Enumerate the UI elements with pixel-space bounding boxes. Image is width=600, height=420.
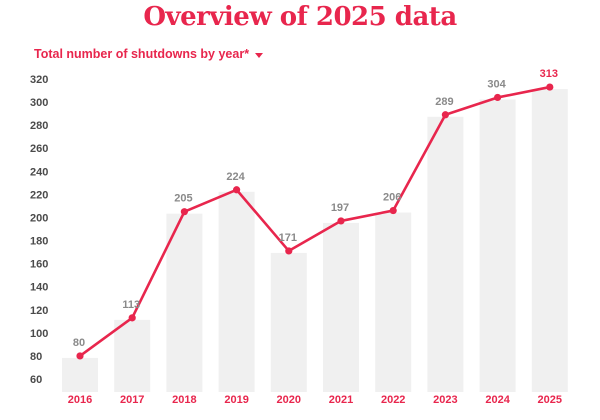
x-tick-label: 2016 <box>68 394 92 406</box>
x-tick-label: 2019 <box>224 394 248 406</box>
y-tick-label: 300 <box>30 97 48 109</box>
data-label: 289 <box>435 96 453 108</box>
metric-dropdown-label: Total number of shutdowns by year* <box>34 47 250 61</box>
x-tick-label: 2021 <box>329 394 353 406</box>
x-tick-label: 2022 <box>381 394 405 406</box>
y-tick-label: 240 <box>30 166 48 178</box>
data-point[interactable] <box>180 208 188 216</box>
bar[interactable] <box>218 191 255 392</box>
y-tick-label: 80 <box>30 351 42 363</box>
bar[interactable] <box>375 212 412 392</box>
x-tick-label: 2017 <box>120 394 144 406</box>
data-point[interactable] <box>285 247 293 255</box>
metric-dropdown[interactable]: Total number of shutdowns by year* <box>34 47 264 61</box>
bar[interactable] <box>479 99 516 392</box>
y-tick-label: 120 <box>30 305 48 317</box>
bar[interactable] <box>531 89 568 393</box>
y-tick-label: 320 <box>30 74 48 86</box>
data-label: 304 <box>487 78 506 90</box>
y-tick-label: 100 <box>30 328 48 340</box>
y-tick-label: 180 <box>30 236 48 248</box>
series-line <box>79 85 551 357</box>
data-point[interactable] <box>76 352 84 360</box>
x-tick-label: 2024 <box>485 394 510 406</box>
y-tick-label: 220 <box>30 189 48 201</box>
x-tick-label: 2020 <box>277 394 301 406</box>
data-label: 197 <box>331 202 349 214</box>
y-tick-label: 200 <box>30 212 48 224</box>
data-label: 80 <box>73 337 85 349</box>
data-point[interactable] <box>337 217 345 225</box>
data-label: 205 <box>174 193 192 205</box>
y-tick-label: 60 <box>30 374 42 386</box>
data-label: 171 <box>279 232 297 244</box>
y-tick-label: 280 <box>30 120 48 132</box>
chevron-down-icon <box>255 52 264 58</box>
bar[interactable] <box>114 319 151 392</box>
bar[interactable] <box>62 357 98 392</box>
data-label: 206 <box>383 192 401 204</box>
data-label: 113 <box>122 299 140 311</box>
x-tick-label: 2025 <box>538 394 562 406</box>
bar[interactable] <box>427 116 464 393</box>
data-point[interactable] <box>389 206 397 215</box>
data-point[interactable] <box>441 111 449 119</box>
bar[interactable] <box>270 252 307 392</box>
data-label: 224 <box>226 171 245 183</box>
x-tick-label: 2018 <box>172 394 196 406</box>
data-point[interactable] <box>233 186 241 194</box>
data-label: 313 <box>540 68 558 80</box>
data-point[interactable] <box>128 314 136 322</box>
y-tick-label: 140 <box>30 282 48 294</box>
bar[interactable] <box>323 222 359 392</box>
y-tick-label: 260 <box>30 143 48 155</box>
data-point[interactable] <box>546 83 554 91</box>
x-tick-label: 2023 <box>433 394 457 406</box>
y-tick-label: 160 <box>30 259 48 271</box>
chart-title: Overview of 2025 data <box>143 2 457 32</box>
data-point[interactable] <box>494 93 502 102</box>
bar[interactable] <box>166 213 203 392</box>
